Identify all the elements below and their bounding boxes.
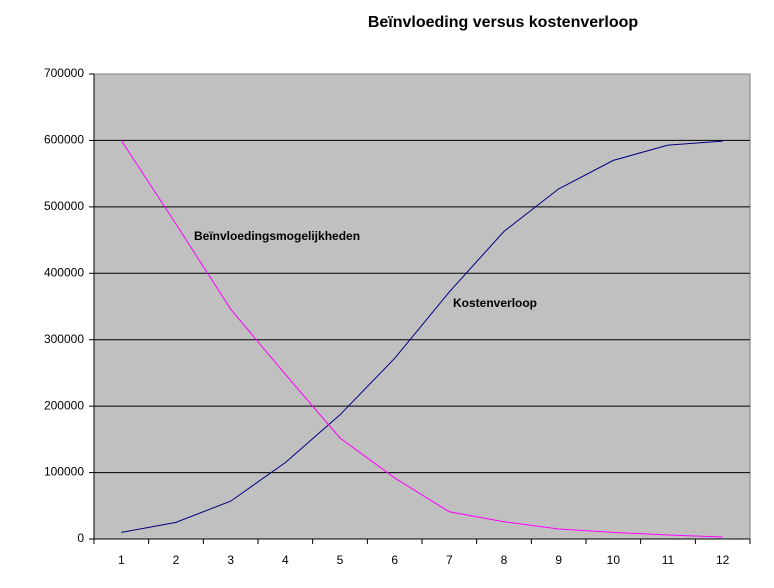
x-tick-label: 9	[555, 553, 562, 567]
series-label: Beïnvloedingsmogelijkheden	[194, 229, 360, 243]
chart-title: Beïnvloeding versus kostenverloop	[368, 14, 639, 31]
series-label: Kostenverloop	[453, 296, 537, 310]
y-tick-label: 400000	[44, 265, 84, 279]
x-tick-label: 12	[716, 553, 730, 567]
y-tick-label: 700000	[44, 66, 84, 80]
x-tick-label: 2	[173, 553, 180, 567]
y-tick-label: 200000	[44, 398, 84, 412]
x-tick-label: 8	[501, 553, 508, 567]
series-line	[120, 140, 723, 538]
y-tick-label: 100000	[44, 465, 84, 479]
y-tick-label: 300000	[44, 332, 84, 346]
x-tick-label: 7	[446, 553, 453, 567]
plot-area	[93, 73, 751, 540]
series-line	[121, 140, 723, 533]
x-tick-label: 11	[662, 553, 675, 567]
y-tick-label: 600000	[44, 133, 84, 147]
x-tick-label: 10	[607, 553, 621, 567]
x-tick-label: 5	[337, 553, 344, 567]
y-tick-label: 500000	[44, 199, 84, 213]
x-tick-label: 6	[391, 553, 398, 567]
x-tick-label: 1	[118, 553, 125, 567]
y-tick-label: 0	[77, 531, 84, 545]
x-tick-label: 3	[227, 553, 234, 567]
x-tick-label: 4	[282, 553, 289, 567]
